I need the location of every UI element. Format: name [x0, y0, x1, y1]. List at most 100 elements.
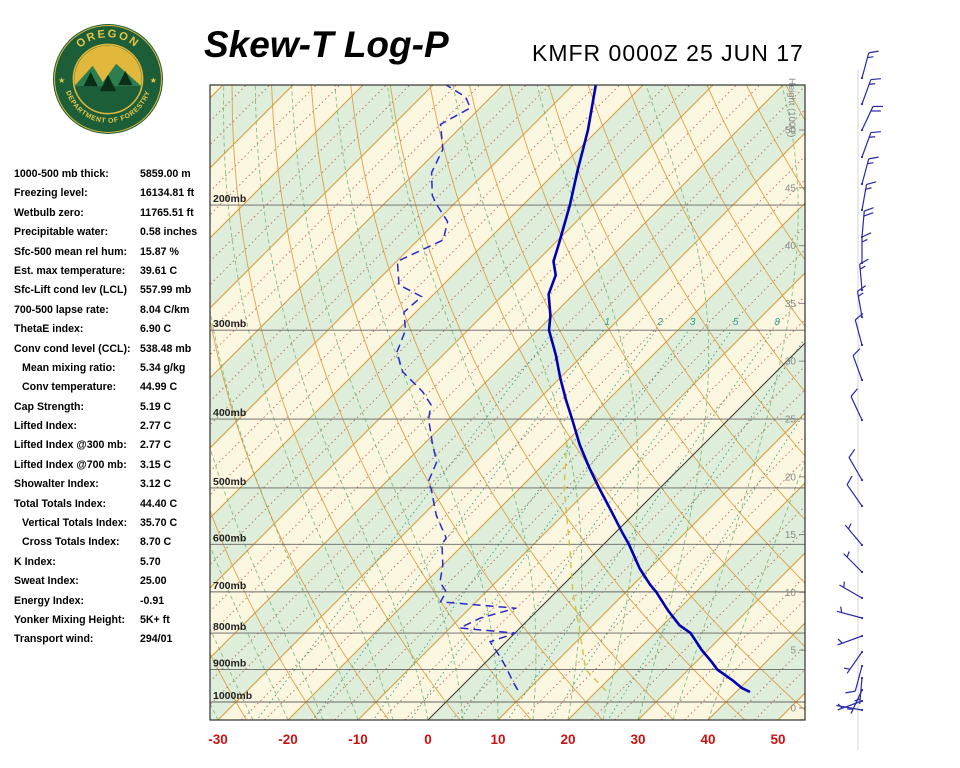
wind-barb-icon	[847, 688, 864, 714]
station-datetime: KMFR 0000Z 25 JUN 17	[532, 40, 804, 66]
pressure-label: 800mb	[213, 621, 246, 633]
index-label: ThetaE index:	[14, 323, 84, 336]
index-value: 39.61 C	[140, 264, 178, 277]
index-label: 1000-500 mb thick:	[14, 168, 109, 180]
index-row: Sfc-500 mean rel hum: 15.87 %	[14, 246, 214, 265]
dewpoint-trace	[396, 85, 520, 693]
index-row: Total Totals Index: 44.40 C	[14, 498, 214, 517]
index-label: K Index:	[14, 555, 56, 568]
wind-barb-icon	[860, 105, 883, 132]
wind-barb-icon	[844, 523, 864, 547]
index-label: Est. max temperature:	[14, 264, 126, 277]
index-label: Cross Totals Index:	[22, 536, 120, 549]
index-value: 11765.51 ft	[140, 206, 194, 219]
index-value: 5K+ ft	[140, 613, 170, 626]
index-row: Wetbulb zero: 11765.51 ft	[14, 207, 214, 226]
index-value: -0.91	[140, 594, 165, 607]
wind-barb-icon	[850, 388, 864, 422]
freezing-isotherm	[427, 342, 805, 720]
index-label: Sweat Index:	[14, 575, 79, 588]
height-label: 30	[785, 357, 797, 368]
wind-barb-icon	[860, 131, 881, 159]
logo-inner-border	[72, 43, 144, 115]
wind-barb-icon	[860, 232, 872, 265]
indices-panel: 1000-500 mb thick: 5859.00 m Freezing leve…	[14, 168, 214, 653]
index-value: 25.00	[140, 575, 167, 588]
index-label: Lifted Index @700 mb:	[14, 458, 127, 471]
height-label: 20	[785, 472, 797, 483]
mixing-ratio-label: 8	[774, 317, 780, 328]
index-row: K Index: 5.70	[14, 556, 214, 575]
index-value: 16134.81 ft	[140, 187, 195, 200]
index-value: 15.87 %	[140, 245, 179, 258]
odf-logo: OREGON DEPARTMENT OF FORESTRY ★ ★	[53, 24, 163, 134]
index-label: Cap Strength:	[14, 400, 85, 413]
height-label: 40	[785, 241, 797, 252]
index-label: Vertical Totals Index:	[22, 517, 128, 530]
temperature-trace	[547, 85, 751, 694]
temp-axis-label: 10	[490, 732, 505, 747]
wind-barb-icon	[854, 312, 864, 347]
index-row: Mean mixing ratio: 5.34 g/kg	[14, 362, 214, 381]
index-value: 557.99 mb	[140, 284, 192, 297]
index-value: 2.77 C	[140, 439, 172, 452]
wind-barb-icon	[846, 475, 864, 508]
height-axis-title: Height (1000')	[786, 78, 797, 137]
temp-axis-label: 30	[630, 732, 645, 747]
index-label: Lifted Index:	[14, 420, 77, 433]
height-label: 25	[785, 415, 797, 426]
height-label: 50	[785, 126, 797, 137]
index-row: Freezing level: 16134.81 ft	[14, 187, 214, 206]
wind-barb-icon	[837, 634, 864, 646]
index-row: Yonker Mixing Height: 5K+ ft	[14, 614, 214, 633]
mixing-ratio-label: 3	[690, 317, 696, 328]
index-value: 5.70	[140, 555, 161, 568]
index-row: Vertical Totals Index: 35.70 C	[14, 517, 214, 536]
temp-axis-label: -30	[208, 732, 228, 747]
index-label: 700-500 lapse rate:	[14, 303, 109, 316]
index-row: Lifted Index @700 mb: 3.15 C	[14, 459, 214, 478]
isotherms	[210, 85, 805, 720]
index-row: ThetaE index: 6.90 C	[14, 323, 214, 342]
height-label: 45	[785, 183, 797, 194]
wind-barb-icon	[856, 285, 867, 319]
index-label: Energy Index:	[14, 594, 85, 607]
index-label: Freezing level:	[14, 187, 88, 200]
index-label: Conv temperature:	[22, 381, 117, 394]
wind-barb-icon	[860, 50, 879, 80]
wind-barb-icon	[845, 664, 864, 694]
wind-barb-icon	[839, 581, 864, 600]
index-row: 700-500 lapse rate: 8.04 C/km	[14, 304, 214, 323]
index-label: Conv cond level (CCL):	[14, 342, 131, 355]
index-value: 0.58 inches	[140, 226, 198, 239]
index-row: Conv cond level (CCL): 538.48 mb	[14, 343, 214, 362]
temp-axis-label: 50	[770, 732, 785, 747]
chart-border	[209, 84, 806, 721]
index-value: 2.77 C	[140, 420, 172, 433]
plot-area: 1 2 3 5 8200mb300mb400mb500mb600mb700mb800mb…	[210, 85, 805, 720]
index-value: 294/01	[140, 633, 173, 646]
index-value: 5859.00 m	[140, 168, 191, 180]
index-label: Sfc-500 mean rel hum:	[14, 245, 128, 258]
pressure-label: 700mb	[213, 580, 246, 592]
index-value: 44.40 C	[140, 497, 178, 510]
index-label: Total Totals Index:	[14, 497, 107, 510]
wind-barb-icon	[859, 258, 869, 292]
pressure-label: 400mb	[213, 407, 246, 419]
index-value: 3.12 C	[140, 478, 172, 491]
wind-barb-icon	[860, 78, 881, 106]
index-value: 8.70 C	[140, 536, 172, 549]
pressure-label: 500mb	[213, 476, 246, 488]
logo-star-left-icon: ★	[58, 76, 65, 85]
index-row: Lifted Index @300 mb: 2.77 C	[14, 439, 214, 458]
height-label: 10	[785, 588, 797, 599]
index-value: 3.15 C	[140, 458, 172, 471]
height-label: 0	[790, 704, 796, 715]
index-row: Conv temperature: 44.99 C	[14, 381, 214, 400]
wind-barb-icon	[843, 551, 864, 574]
moist-adiabats	[210, 85, 805, 720]
index-label: Mean mixing ratio:	[22, 361, 116, 374]
index-value: 5.34 g/kg	[140, 361, 186, 374]
wind-barb-icon	[848, 448, 864, 482]
